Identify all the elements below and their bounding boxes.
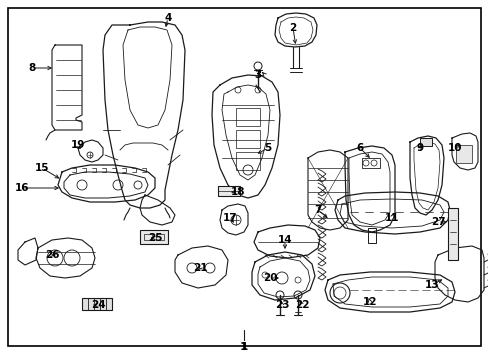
Text: 5: 5	[264, 143, 271, 153]
Text: 27: 27	[430, 217, 445, 227]
Text: 8: 8	[28, 63, 36, 73]
Text: 21: 21	[192, 263, 207, 273]
Bar	[361, 158, 379, 168]
Text: 12: 12	[362, 297, 376, 307]
Text: 7: 7	[314, 205, 321, 215]
Bar	[140, 230, 168, 244]
Text: 16: 16	[15, 183, 29, 193]
Text: 3: 3	[254, 70, 261, 80]
Text: 26: 26	[45, 250, 59, 260]
Bar	[82, 298, 112, 310]
Text: 4: 4	[164, 13, 171, 23]
Text: 6: 6	[356, 143, 363, 153]
Bar	[367, 228, 375, 243]
Text: 2: 2	[289, 23, 296, 33]
Text: 9: 9	[416, 143, 423, 153]
Text: 20: 20	[262, 273, 277, 283]
Text: 25: 25	[147, 233, 162, 243]
Text: 1: 1	[240, 342, 247, 352]
Bar	[236, 152, 260, 170]
Text: 11: 11	[384, 213, 398, 223]
Bar	[143, 234, 152, 240]
Text: 14: 14	[277, 235, 292, 245]
Text: 23: 23	[274, 300, 289, 310]
Text: 10: 10	[447, 143, 461, 153]
Text: 17: 17	[222, 213, 237, 223]
Bar	[455, 145, 471, 163]
Bar	[218, 186, 240, 196]
Text: 19: 19	[71, 140, 85, 150]
Text: 1: 1	[240, 342, 247, 352]
Bar	[447, 208, 457, 260]
Bar	[419, 138, 431, 146]
Bar	[156, 234, 163, 240]
Text: 24: 24	[90, 300, 105, 310]
Bar	[236, 108, 260, 126]
Bar	[236, 130, 260, 148]
Text: 13: 13	[424, 280, 438, 290]
Text: 18: 18	[230, 187, 245, 197]
Text: 15: 15	[35, 163, 49, 173]
Text: 22: 22	[294, 300, 308, 310]
